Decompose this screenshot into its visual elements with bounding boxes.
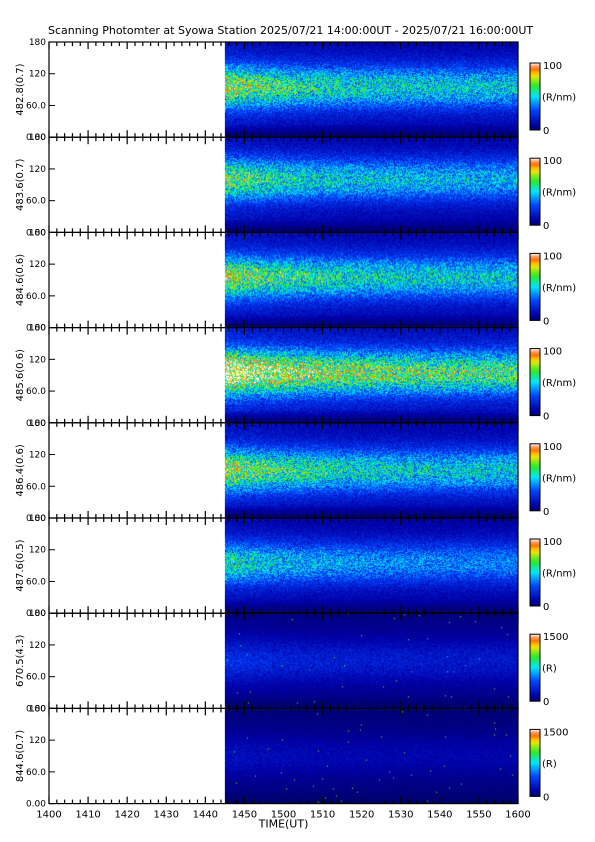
y-tick-label: 180 — [29, 514, 46, 524]
colorbar-5 — [529, 443, 541, 512]
colorbar-min-label: 0 — [543, 697, 549, 708]
colorbar-min-label: 0 — [543, 221, 549, 232]
chart-title: Scanning Photomter at Syowa Station 2025… — [48, 24, 534, 37]
heatmap-panel-5 — [224, 422, 518, 518]
y-tick-label: 180 — [29, 324, 46, 334]
colorbar-7 — [529, 633, 541, 702]
y-tick-label: 120 — [29, 736, 46, 746]
colorbar-max-label: 100 — [543, 442, 562, 453]
y-tick-label: 120 — [29, 451, 46, 461]
colorbar-unit-label: (R) — [542, 759, 557, 770]
x-tick-label: 1600 — [505, 810, 530, 821]
y-tick-label: 120 — [29, 165, 46, 175]
y-tick-label: 60.0 — [26, 482, 46, 492]
heatmap-panel-2 — [224, 137, 518, 233]
y-tick-label: 180 — [29, 609, 46, 619]
colorbar-1 — [529, 62, 541, 131]
y-tick-label: 180 — [29, 38, 46, 48]
x-axis-label: TIME(UT) — [258, 818, 309, 831]
colorbar-min-label: 0 — [543, 412, 549, 423]
colorbar-max-label: 100 — [543, 61, 562, 72]
y-tick-label: 0.00 — [26, 324, 46, 334]
y-tick-label: 0.00 — [26, 800, 46, 810]
y-axis-label-1: 482.8(0.7) — [15, 63, 26, 115]
x-tick-label: 1450 — [232, 810, 257, 821]
y-tick-label: 180 — [29, 228, 46, 238]
colorbar-min-label: 0 — [543, 126, 549, 137]
x-tick-label: 1500 — [271, 810, 296, 821]
colorbar-max-label: 100 — [543, 537, 562, 548]
colorbar-unit-label: (R/nm) — [542, 473, 576, 484]
x-tick-label: 1440 — [193, 810, 218, 821]
colorbar-unit-label: (R/nm) — [542, 378, 576, 389]
colorbar-unit-label: (R/nm) — [542, 188, 576, 199]
x-tick-label: 1430 — [154, 810, 179, 821]
x-tick-label: 1420 — [114, 810, 139, 821]
colorbar-2 — [529, 157, 541, 226]
colorbar-min-label: 0 — [543, 792, 549, 803]
colorbar-max-label: 100 — [543, 251, 562, 262]
colorbar-min-label: 0 — [543, 316, 549, 327]
y-axis-label-6: 487.6(0.5) — [15, 539, 26, 591]
y-axis-label-3: 484.6(0.6) — [15, 254, 26, 306]
y-tick-label: 120 — [29, 355, 46, 365]
y-tick-label: 0.00 — [26, 419, 46, 429]
y-tick-label: 60.0 — [26, 387, 46, 397]
x-tick-label: 1410 — [75, 810, 100, 821]
y-tick-label: 120 — [29, 260, 46, 270]
y-tick-label: 0.00 — [26, 704, 46, 714]
y-axis-label-5: 486.4(0.6) — [15, 444, 26, 496]
colorbar-6 — [529, 538, 541, 607]
y-tick-label: 60.0 — [26, 101, 46, 111]
heatmap-panel-6 — [224, 518, 518, 614]
colorbar-unit-label: (R/nm) — [542, 283, 576, 294]
heatmap-panel-1 — [224, 42, 518, 138]
heatmap-panel-4 — [224, 327, 518, 423]
colorbar-max-label: 1500 — [543, 727, 568, 738]
y-tick-label: 0.00 — [26, 514, 46, 524]
y-axis-label-7: 670.5(4.3) — [15, 635, 26, 687]
colorbar-8 — [529, 728, 541, 797]
y-tick-label: 0.00 — [26, 609, 46, 619]
heatmap-panel-3 — [224, 232, 518, 328]
colorbar-unit-label: (R/nm) — [542, 569, 576, 580]
y-axis-label-2: 483.6(0.7) — [15, 159, 26, 211]
y-tick-label: 180 — [29, 133, 46, 143]
y-tick-label: 180 — [29, 419, 46, 429]
colorbar-min-label: 0 — [543, 507, 549, 518]
y-tick-label: 60.0 — [26, 197, 46, 207]
x-tick-label: 1540 — [427, 810, 452, 821]
x-tick-label: 1530 — [388, 810, 413, 821]
colorbar-max-label: 1500 — [543, 632, 568, 643]
colorbar-unit-label: (R) — [542, 664, 557, 675]
x-tick-label: 1550 — [466, 810, 491, 821]
y-tick-label: 120 — [29, 546, 46, 556]
y-tick-label: 60.0 — [26, 768, 46, 778]
y-tick-label: 60.0 — [26, 292, 46, 302]
y-axis-label-8: 844.6(0.7) — [15, 730, 26, 782]
colorbar-max-label: 100 — [543, 347, 562, 358]
y-tick-label: 60.0 — [26, 673, 46, 683]
colorbar-min-label: 0 — [543, 602, 549, 613]
colorbar-4 — [529, 348, 541, 417]
y-tick-label: 60.0 — [26, 577, 46, 587]
y-tick-label: 120 — [29, 641, 46, 651]
y-tick-label: 120 — [29, 70, 46, 80]
colorbar-max-label: 100 — [543, 156, 562, 167]
x-tick-label: 1520 — [349, 810, 374, 821]
heatmap-panel-7 — [224, 613, 518, 709]
x-tick-label: 1510 — [310, 810, 335, 821]
y-axis-label-4: 485.6(0.6) — [15, 349, 26, 401]
y-tick-label: 0.00 — [26, 133, 46, 143]
heatmap-panel-8 — [224, 708, 518, 804]
y-tick-label: 180 — [29, 704, 46, 714]
y-tick-label: 0.00 — [26, 228, 46, 238]
colorbar-unit-label: (R/nm) — [542, 93, 576, 104]
colorbar-3 — [529, 252, 541, 321]
x-tick-label: 1400 — [36, 810, 61, 821]
